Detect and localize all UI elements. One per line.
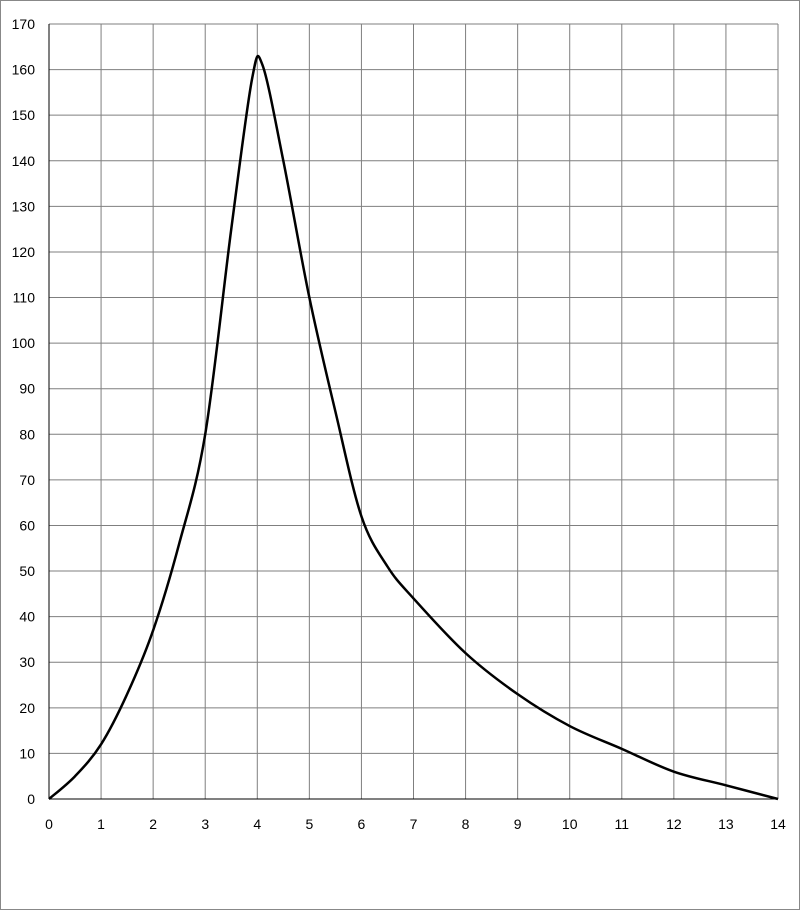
x-tick-label: 4 (253, 816, 261, 832)
y-tick-label: 0 (27, 791, 35, 807)
y-tick-label: 150 (12, 107, 36, 123)
x-tick-label: 14 (770, 816, 786, 832)
x-tick-label: 12 (666, 816, 682, 832)
y-tick-label: 30 (19, 654, 35, 670)
x-tick-label: 8 (462, 816, 470, 832)
y-tick-label: 120 (12, 244, 36, 260)
y-tick-label: 140 (12, 153, 36, 169)
y-tick-label: 60 (19, 517, 35, 533)
y-tick-label: 50 (19, 563, 35, 579)
x-tick-label: 2 (149, 816, 157, 832)
x-tick-label: 13 (718, 816, 734, 832)
x-tick-label: 3 (201, 816, 209, 832)
x-tick-label: 7 (410, 816, 418, 832)
x-tick-label: 11 (615, 816, 630, 832)
y-tick-label: 90 (19, 381, 35, 397)
y-tick-label: 40 (19, 609, 35, 625)
y-tick-label: 70 (19, 472, 35, 488)
y-tick-label: 110 (13, 290, 36, 306)
y-tick-label: 10 (19, 745, 35, 761)
series-layer (48, 54, 779, 801)
x-tick-label: 6 (358, 816, 366, 832)
y-tick-label: 80 (19, 426, 35, 442)
x-tick-label: 5 (305, 816, 313, 832)
series-line-0 (48, 54, 779, 801)
y-tick-label: 170 (12, 16, 36, 32)
x-tick-label: 0 (45, 816, 53, 832)
grid (48, 23, 779, 800)
y-tick-label: 100 (12, 335, 36, 351)
y-tick-label: 160 (12, 62, 36, 78)
tick-labels: 0 1 2 3 4 5 6 7 8 9 10 11 12 13 1401020304050607080901… (12, 16, 786, 832)
x-tick-label: 9 (514, 816, 522, 832)
x-tick-label: 10 (562, 816, 578, 832)
y-tick-label: 20 (19, 700, 35, 716)
x-tick-label: 1 (97, 816, 105, 832)
y-tick-label: 130 (12, 198, 36, 214)
